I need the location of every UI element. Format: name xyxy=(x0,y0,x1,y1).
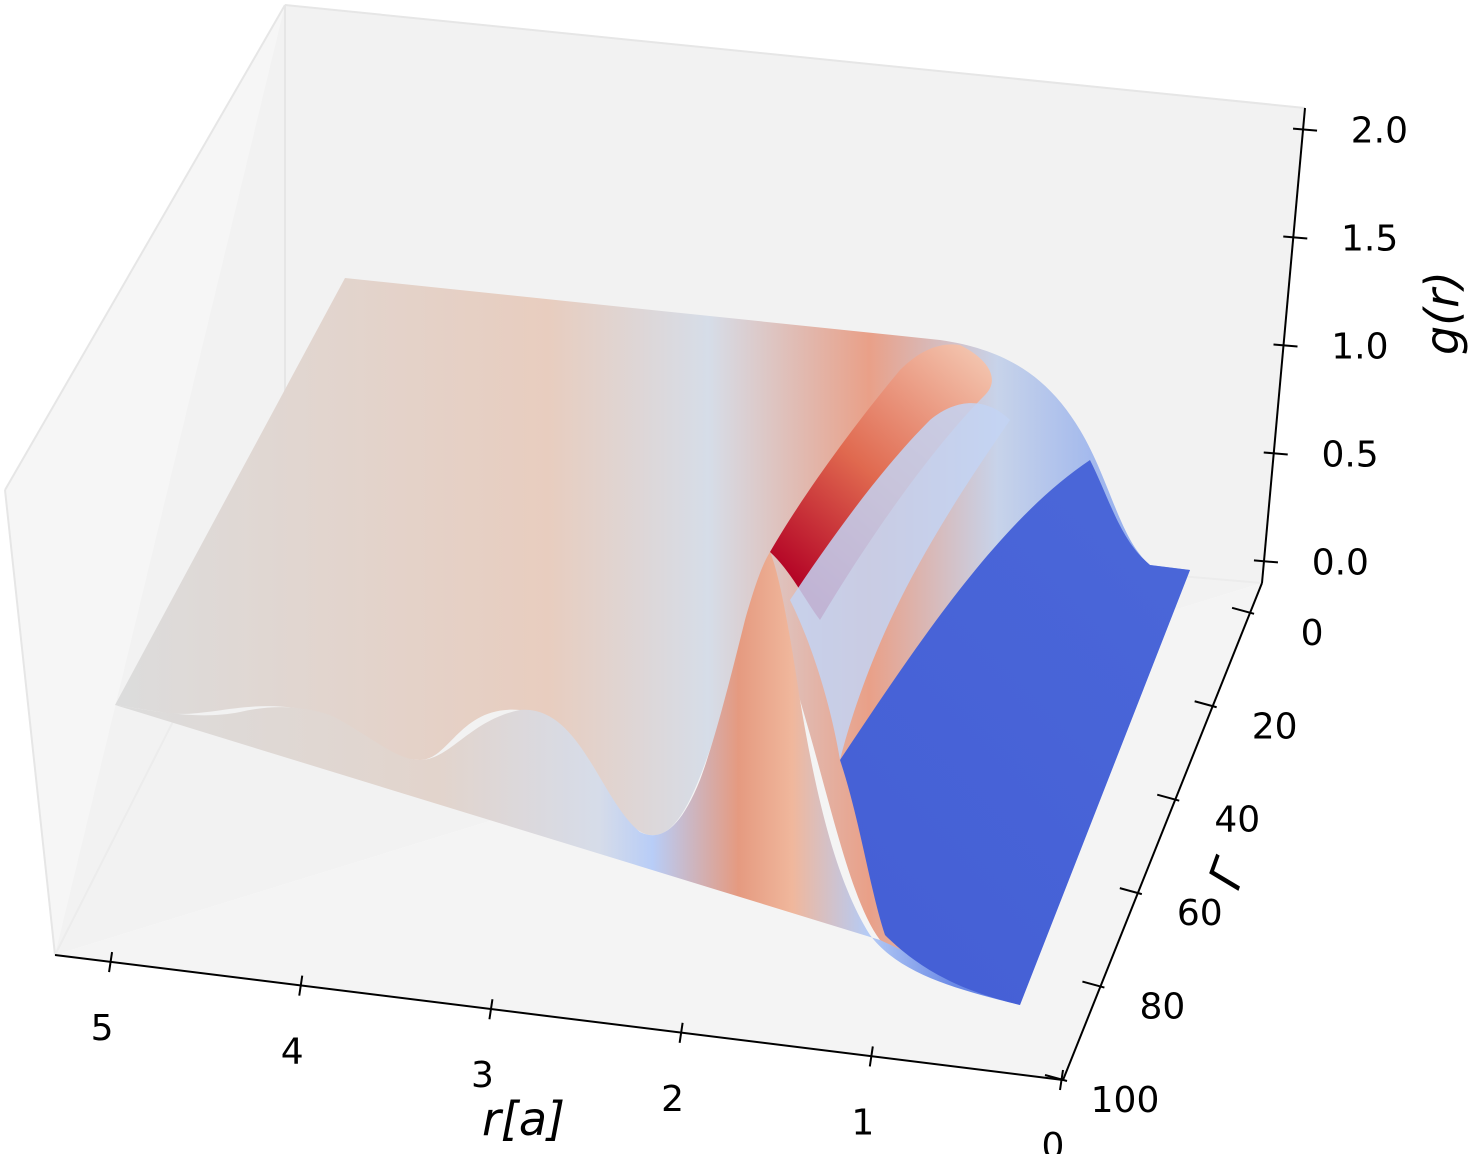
r-tick xyxy=(298,975,304,996)
gamma-tick xyxy=(1044,1074,1068,1082)
r-tick xyxy=(678,1022,684,1043)
r-tick-label: 1 xyxy=(851,1102,874,1143)
r-axis-line xyxy=(54,954,1064,1081)
gamma-tick-label: 80 xyxy=(1140,987,1186,1028)
pane-edge xyxy=(284,4,1306,109)
r-tick xyxy=(108,951,114,973)
gamma-tick xyxy=(1231,606,1255,615)
g-tick-label: 1.0 xyxy=(1331,327,1388,368)
r-axis-label: r[a] xyxy=(482,1092,565,1146)
gamma-tick xyxy=(1082,980,1105,989)
gamma-tick-label: 40 xyxy=(1214,800,1260,841)
pane-edge xyxy=(4,489,56,956)
r-tick xyxy=(868,1046,874,1067)
surface-blue-valley xyxy=(840,460,1190,1005)
g-tick xyxy=(1263,451,1288,456)
g-axis-label: g(r) xyxy=(1415,271,1469,355)
g-tick-label: 1.5 xyxy=(1341,219,1398,260)
r-tick-label: 0 xyxy=(1042,1126,1065,1154)
g-tick-label: 0.5 xyxy=(1321,434,1378,475)
surface-peak-shoulder xyxy=(790,403,1010,760)
g-tick xyxy=(1273,343,1298,348)
gamma-tick xyxy=(1156,793,1180,802)
r-tick xyxy=(488,999,494,1020)
gamma-tick-label: 20 xyxy=(1252,706,1298,747)
left-pane xyxy=(5,5,285,955)
g-tick-label: 0.0 xyxy=(1312,542,1369,583)
gamma-tick xyxy=(1194,700,1217,709)
pane-edge xyxy=(4,4,286,491)
gamma-axis-line xyxy=(1062,582,1263,1081)
r-tick-label: 3 xyxy=(471,1055,494,1096)
g-tick-label: 2.0 xyxy=(1351,111,1408,152)
r-tick-label: 2 xyxy=(661,1079,684,1120)
r-tick-label: 4 xyxy=(281,1032,304,1073)
g-tick xyxy=(1292,127,1318,132)
gamma-tick xyxy=(1119,887,1143,896)
gamma-tick-label: 0 xyxy=(1301,613,1324,654)
surface-front-profile xyxy=(115,552,1020,1005)
gamma-tick-label: 60 xyxy=(1177,893,1223,934)
g-tick xyxy=(1283,235,1308,240)
r-tick-label: 5 xyxy=(91,1008,114,1049)
g-tick xyxy=(1253,559,1279,564)
gamma-tick-label: 100 xyxy=(1091,1080,1160,1121)
surface xyxy=(115,278,1190,1005)
gamma-axis-label: Γ xyxy=(1198,850,1259,896)
